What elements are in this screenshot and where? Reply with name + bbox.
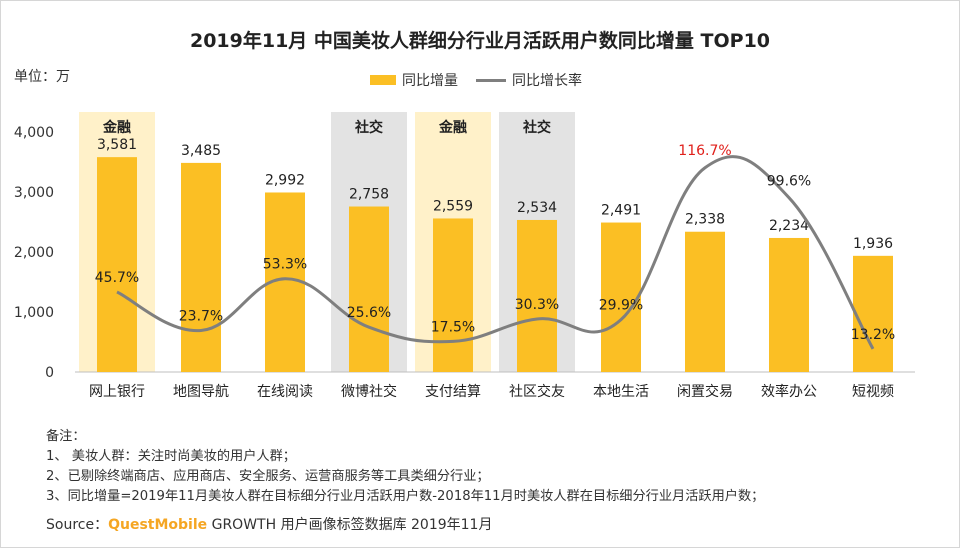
y-tick-label: 0 xyxy=(45,365,54,381)
note-item-3: 3、同比增量=2019年11月美妆人群在目标细分行业月活跃用户数-2018年11… xyxy=(46,489,765,504)
band-label: 金融 xyxy=(102,119,131,136)
bar-value-label: 2,491 xyxy=(601,203,641,219)
note-item-1: 1、 美妆人群：关注时尚美妆的用户人群； xyxy=(46,449,296,464)
legend: 同比增量 同比增长率 xyxy=(370,70,600,90)
bar-value-label: 1,936 xyxy=(853,236,893,252)
x-category-label: 地图导航 xyxy=(173,384,229,400)
band-label: 金融 xyxy=(438,119,467,136)
bar xyxy=(853,255,893,372)
bar-value-label: 2,758 xyxy=(349,187,389,203)
growth-rate-line xyxy=(116,155,875,350)
bar xyxy=(769,237,809,372)
growth-rate-label: 53.3% xyxy=(263,257,307,273)
source-brand: QuestMobile xyxy=(108,517,208,533)
source-prefix: Source： xyxy=(46,517,109,533)
x-category-label: 在线阅读 xyxy=(257,383,313,400)
bar-value-label: 3,485 xyxy=(181,143,221,159)
bar xyxy=(97,157,137,372)
unit-label: 单位：万 xyxy=(14,69,70,85)
bar xyxy=(517,219,557,372)
legend-item-line: 同比增长率 xyxy=(476,70,582,90)
bar xyxy=(685,231,725,372)
growth-rate-label: 13.2% xyxy=(851,327,895,343)
source-rest: GROWTH 用户画像标签数据库 2019年11月 xyxy=(207,517,493,533)
legend-item-bar: 同比增量 xyxy=(370,70,458,90)
bar-value-label: 3,581 xyxy=(97,137,137,153)
notes-heading: 备注： xyxy=(46,429,86,444)
bar-value-label: 2,992 xyxy=(265,172,305,188)
x-category-label: 社区交友 xyxy=(509,383,565,400)
note-item-2: 2、已剔除终端商店、应用商店、安全服务、运营商服务等工具类细分行业； xyxy=(46,469,490,484)
growth-rate-label: 45.7% xyxy=(95,270,139,286)
x-category-label: 支付结算 xyxy=(425,384,481,400)
bar xyxy=(349,206,389,372)
legend-line-swatch xyxy=(476,78,506,82)
bar xyxy=(601,222,641,372)
legend-bar-label: 同比增量 xyxy=(402,73,458,89)
bar xyxy=(433,218,473,372)
growth-rate-label: 29.9% xyxy=(599,298,643,314)
y-tick-label: 3,000 xyxy=(14,185,54,201)
growth-rate-label: 30.3% xyxy=(515,297,559,313)
source-line: Source：QuestMobile GROWTH 用户画像标签数据库 2019… xyxy=(46,514,492,534)
x-category-label: 网上银行 xyxy=(89,384,145,400)
bar-value-label: 2,559 xyxy=(433,198,473,214)
notes: 备注： 1、 美妆人群：关注时尚美妆的用户人群； 2、已剔除终端商店、应用商店、… xyxy=(46,427,764,507)
growth-rate-label: 23.7% xyxy=(179,309,223,325)
band-label: 社交 xyxy=(522,119,551,136)
growth-rate-label: 116.7% xyxy=(678,143,731,159)
legend-line-label: 同比增长率 xyxy=(512,73,582,89)
x-category-label: 闲置交易 xyxy=(677,383,733,400)
y-tick-label: 1,000 xyxy=(14,305,54,321)
x-category-label: 本地生活 xyxy=(593,384,649,400)
growth-rate-label: 25.6% xyxy=(347,305,391,321)
y-tick-label: 2,000 xyxy=(14,245,54,261)
y-tick-label: 4,000 xyxy=(14,125,54,141)
bar xyxy=(181,162,221,372)
growth-rate-label: 17.5% xyxy=(431,319,475,335)
bar-value-label: 2,338 xyxy=(685,212,725,228)
x-category-label: 短视频 xyxy=(852,384,894,400)
legend-bar-swatch xyxy=(370,75,396,85)
band-label: 社交 xyxy=(354,119,383,136)
bar-value-label: 2,534 xyxy=(517,200,557,216)
chart-title: 2019年11月 中国美妆人群细分行业月活跃用户数同比增量 TOP10 xyxy=(189,30,771,52)
x-category-label: 微博社交 xyxy=(341,383,397,400)
bar-value-label: 2,234 xyxy=(769,218,809,234)
growth-rate-label: 99.6% xyxy=(767,174,811,190)
bar-line-chart: 金融 社交 金融 社交 0 1,000 2,000 3,000 4,000 3,581 网上银行 3,… xyxy=(14,112,915,400)
x-category-label: 效率办公 xyxy=(761,383,817,400)
